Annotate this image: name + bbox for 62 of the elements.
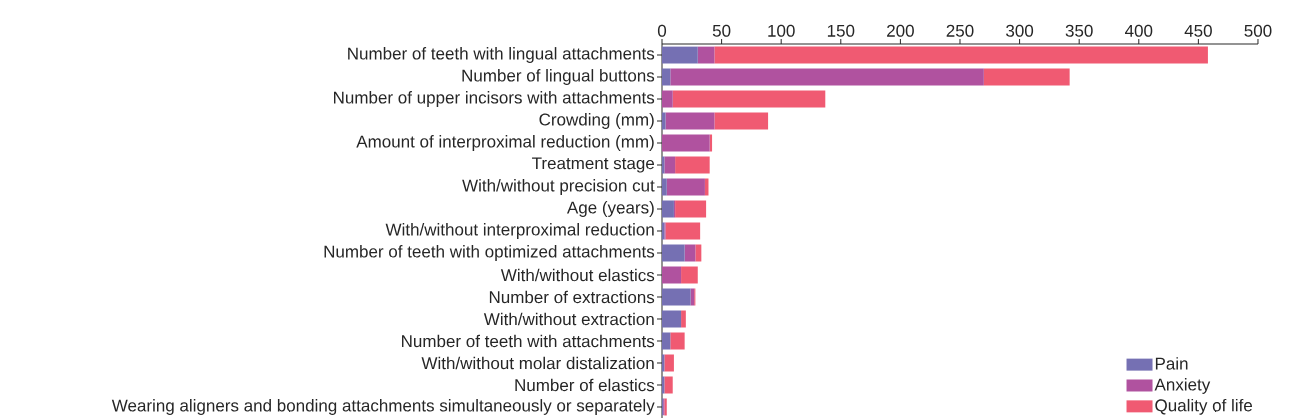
bar xyxy=(665,222,701,240)
bar xyxy=(662,332,671,350)
y-tick-label: Treatment stage xyxy=(532,157,655,173)
bar xyxy=(666,178,705,196)
x-tick-label: 400 xyxy=(1125,24,1153,37)
bar xyxy=(664,376,673,394)
bar xyxy=(662,310,682,328)
bar xyxy=(681,310,686,328)
bar xyxy=(670,68,984,86)
x-tick-label: 200 xyxy=(887,24,914,37)
legend-label: Quality of life xyxy=(1155,398,1253,415)
bar xyxy=(662,90,673,108)
bar xyxy=(675,200,707,218)
y-tick-label: Number of teeth with lingual attachments xyxy=(348,47,655,63)
y-tick-label: With/without precision cut xyxy=(462,179,655,195)
y-tick-label: Number of elastics xyxy=(515,378,655,392)
bar xyxy=(662,134,710,152)
y-tick-label: Wearing aligners and bonding attachments simultaneously or separately xyxy=(111,399,655,415)
x-tick-label: 450 xyxy=(1184,24,1212,37)
bar xyxy=(983,68,1070,86)
bar xyxy=(662,266,682,284)
bar xyxy=(675,156,710,174)
y-tick-label: Crowding (mm) xyxy=(539,113,654,129)
y-tick-label: With/without molar distalization xyxy=(421,356,654,370)
y-tick-label: Number of extractions xyxy=(489,290,655,304)
bar xyxy=(664,354,674,372)
x-tick-label: 50 xyxy=(712,24,731,37)
bar xyxy=(670,332,685,350)
bar xyxy=(681,266,698,284)
bar xyxy=(662,112,666,130)
y-tick-label: Number of teeth with attachments xyxy=(402,334,655,348)
bar xyxy=(662,244,685,262)
bar xyxy=(695,244,702,262)
bar xyxy=(665,112,715,130)
bar xyxy=(662,288,691,306)
legend-label: Anxiety xyxy=(1154,378,1211,394)
bar xyxy=(664,156,676,174)
y-tick-label: Age (years) xyxy=(566,201,654,217)
y-tick-label: With/without interproximal reduction xyxy=(385,223,654,239)
y-tick-label: Number of lingual buttons xyxy=(462,69,655,85)
bar xyxy=(662,200,674,218)
bar xyxy=(684,244,696,262)
bar xyxy=(662,46,698,64)
y-tick-label: Number of upper incisors with attachments xyxy=(334,91,655,107)
y-tick-label: Number of teeth with optimized attachments xyxy=(324,245,655,261)
x-tick-label: 500 xyxy=(1244,24,1272,37)
x-tick-label: 300 xyxy=(1006,24,1034,37)
bar xyxy=(662,178,667,196)
x-tick-label: 250 xyxy=(946,24,974,37)
x-tick-label: 0 xyxy=(657,24,667,37)
x-tick-label: 150 xyxy=(827,24,855,37)
bar xyxy=(714,112,769,130)
legend-label: Pain xyxy=(1155,357,1188,370)
x-tick-label: 100 xyxy=(768,24,795,37)
bar xyxy=(697,46,715,64)
y-tick-label: Amount of interproximal reduction (mm) xyxy=(356,135,654,151)
y-tick-label: With/without elastics xyxy=(500,268,655,282)
y-tick-label: With/without extraction xyxy=(483,312,654,326)
bar xyxy=(662,68,671,86)
bar xyxy=(672,90,826,108)
x-tick-label: 350 xyxy=(1065,24,1093,37)
bar xyxy=(714,46,1208,64)
